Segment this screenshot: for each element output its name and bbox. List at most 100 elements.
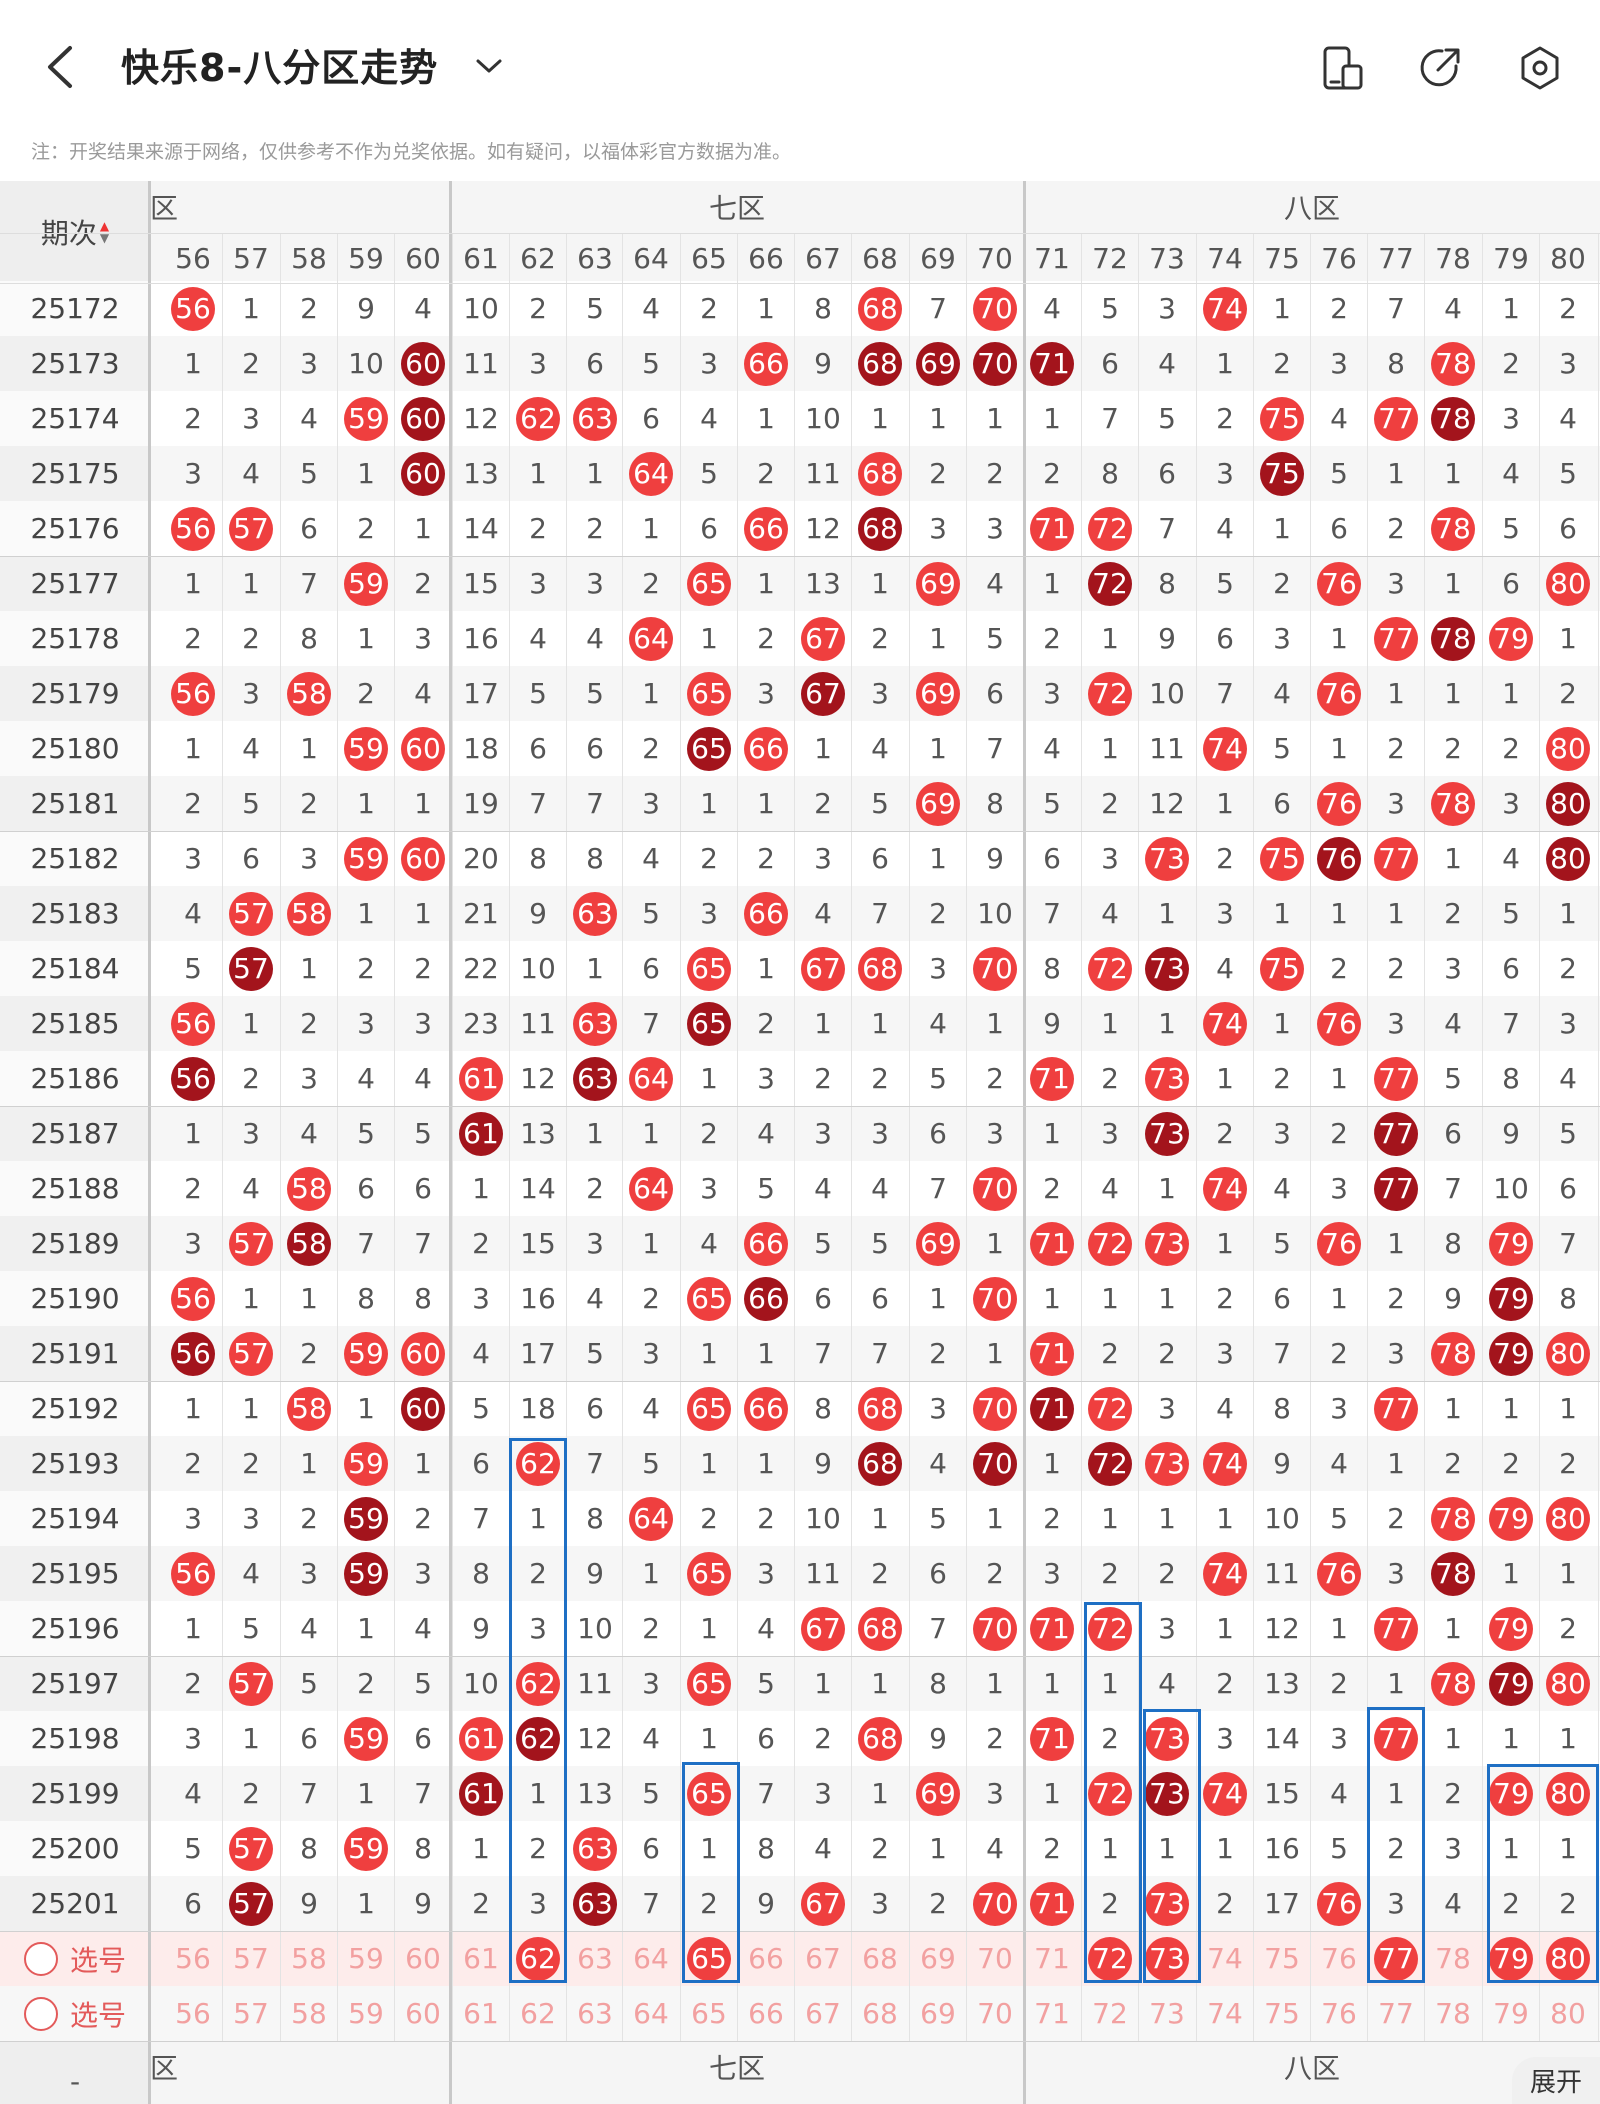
select-cell[interactable]: 56 — [175, 1997, 211, 2030]
selected-number-ball[interactable]: 73 — [1144, 1936, 1189, 1981]
select-cell[interactable]: 60 — [405, 1942, 441, 1975]
select-cell[interactable]: 72 — [1092, 1997, 1128, 2030]
selected-number-ball[interactable]: 79 — [1488, 1936, 1533, 1981]
select-row-label[interactable]: 选号 — [0, 1931, 150, 1986]
select-cell[interactable]: 76 — [1321, 1942, 1357, 1975]
select-cell[interactable]: 75 — [1264, 1942, 1300, 1975]
page-title[interactable]: 快乐8-八分区走势 — [121, 46, 439, 90]
back-arrow-icon[interactable] — [40, 42, 84, 92]
select-cell[interactable]: 67 — [805, 1997, 841, 2030]
table-cell: 1 — [1216, 1612, 1234, 1645]
select-cell[interactable]: 64 — [633, 1997, 669, 2030]
select-cell[interactable]: 62 — [509, 1931, 566, 1986]
table-cell: 77 — [1367, 831, 1424, 886]
select-cell[interactable]: 72 — [1081, 1931, 1138, 1986]
select-cell[interactable]: 65 — [691, 1997, 727, 2030]
selected-number-ball[interactable]: 72 — [1087, 1936, 1132, 1981]
select-radio[interactable] — [23, 1996, 58, 2031]
table-cell: 1 — [1387, 1227, 1405, 1260]
settings-icon[interactable] — [1516, 44, 1564, 92]
table-cell: 1 — [871, 1667, 889, 1700]
share-icon[interactable] — [1416, 44, 1464, 92]
drawn-number-ball: 75 — [1259, 451, 1304, 496]
select-cell[interactable]: 70 — [977, 1997, 1013, 2030]
select-cell[interactable]: 77 — [1378, 1997, 1414, 2030]
select-cell[interactable]: 63 — [577, 1942, 613, 1975]
select-cell[interactable]: 64 — [633, 1942, 669, 1975]
select-cell[interactable]: 59 — [348, 1997, 384, 2030]
select-cell[interactable]: 59 — [348, 1942, 384, 1975]
selected-number-ball[interactable]: 77 — [1373, 1936, 1418, 1981]
table-cell: 18 — [520, 1392, 556, 1425]
table-cell: 1 — [929, 1282, 947, 1315]
select-cell[interactable]: 74 — [1207, 1997, 1243, 2030]
table-cell: 1 — [1216, 1227, 1234, 1260]
select-cell[interactable]: 58 — [291, 1997, 327, 2030]
select-radio[interactable] — [23, 1941, 58, 1976]
table-cell: 9 — [757, 1887, 775, 1920]
select-cell[interactable]: 75 — [1264, 1997, 1300, 2030]
select-cell[interactable]: 80 — [1550, 1997, 1586, 2030]
select-cell[interactable]: 61 — [463, 1997, 499, 2030]
select-cell[interactable]: 78 — [1435, 1942, 1471, 1975]
select-cell[interactable]: 68 — [862, 1942, 898, 1975]
select-cell[interactable]: 73 — [1149, 1997, 1185, 2030]
table-cell: 8 — [300, 1832, 318, 1865]
select-cell[interactable]: 56 — [175, 1942, 211, 1975]
select-cell[interactable]: 60 — [405, 1997, 441, 2030]
table-cell: 63 — [566, 996, 623, 1051]
period-cell: 25186 — [0, 1051, 150, 1106]
table-cell: 1 — [642, 677, 660, 710]
selected-number-ball[interactable]: 62 — [515, 1936, 560, 1981]
select-cell[interactable]: 76 — [1321, 1997, 1357, 2030]
select-cell[interactable]: 57 — [233, 1997, 269, 2030]
select-cell[interactable]: 71 — [1034, 1942, 1070, 1975]
table-cell: 1 — [472, 1832, 490, 1865]
chevron-down-icon[interactable] — [474, 54, 504, 78]
table-cell: 3 — [586, 1227, 604, 1260]
select-cell[interactable]: 61 — [463, 1942, 499, 1975]
select-cell[interactable]: 74 — [1207, 1942, 1243, 1975]
table-cell: 60 — [394, 446, 451, 501]
select-cell[interactable]: 73 — [1138, 1931, 1195, 1986]
table-cell: 3 — [242, 402, 260, 435]
select-cell[interactable]: 77 — [1367, 1931, 1424, 1986]
table-cell: 62 — [509, 1656, 566, 1711]
table-cell: 5 — [586, 292, 604, 325]
table-cell: 6 — [586, 347, 604, 380]
table-cell: 6 — [1502, 952, 1520, 985]
select-cell[interactable]: 78 — [1435, 1997, 1471, 2030]
select-cell[interactable]: 57 — [233, 1942, 269, 1975]
table-cell: 68 — [851, 1381, 908, 1436]
select-cell[interactable]: 69 — [920, 1997, 956, 2030]
table-cell: 3 — [1387, 1007, 1405, 1040]
select-cell[interactable]: 69 — [920, 1942, 956, 1975]
select-cell[interactable]: 79 — [1482, 1931, 1539, 1986]
drawn-number-ball: 76 — [1316, 781, 1361, 826]
table-cell: 17 — [520, 1337, 556, 1370]
select-cell[interactable]: 66 — [748, 1942, 784, 1975]
table-cell: 10 — [463, 1667, 499, 1700]
select-cell[interactable]: 68 — [862, 1997, 898, 2030]
expand-button[interactable]: 展开 — [1512, 2057, 1600, 2104]
selected-number-ball[interactable]: 80 — [1545, 1936, 1590, 1981]
period-header[interactable]: 期次 ▲ ▼ — [0, 181, 150, 283]
sort-icon[interactable]: ▲ ▼ — [99, 219, 110, 245]
select-cell[interactable]: 65 — [680, 1931, 737, 1986]
select-cell[interactable]: 70 — [977, 1942, 1013, 1975]
select-cell[interactable]: 62 — [520, 1997, 556, 2030]
select-row-label[interactable]: 选号 — [0, 1986, 150, 2041]
select-cell[interactable]: 80 — [1539, 1931, 1596, 1986]
select-cell[interactable]: 66 — [748, 1997, 784, 2030]
select-cell[interactable]: 79 — [1493, 1997, 1529, 2030]
table-cell: 1 — [184, 1392, 202, 1425]
table-cell: 2 — [1101, 1887, 1119, 1920]
selected-number-ball[interactable]: 65 — [686, 1936, 731, 1981]
select-cell[interactable]: 63 — [577, 1997, 613, 2030]
layout-icon[interactable] — [1319, 44, 1367, 92]
select-cell[interactable]: 71 — [1034, 1997, 1070, 2030]
table-cell: 1 — [357, 622, 375, 655]
select-cell[interactable]: 58 — [291, 1942, 327, 1975]
select-cell[interactable]: 67 — [805, 1942, 841, 1975]
table-cell: 8 — [472, 1557, 490, 1590]
